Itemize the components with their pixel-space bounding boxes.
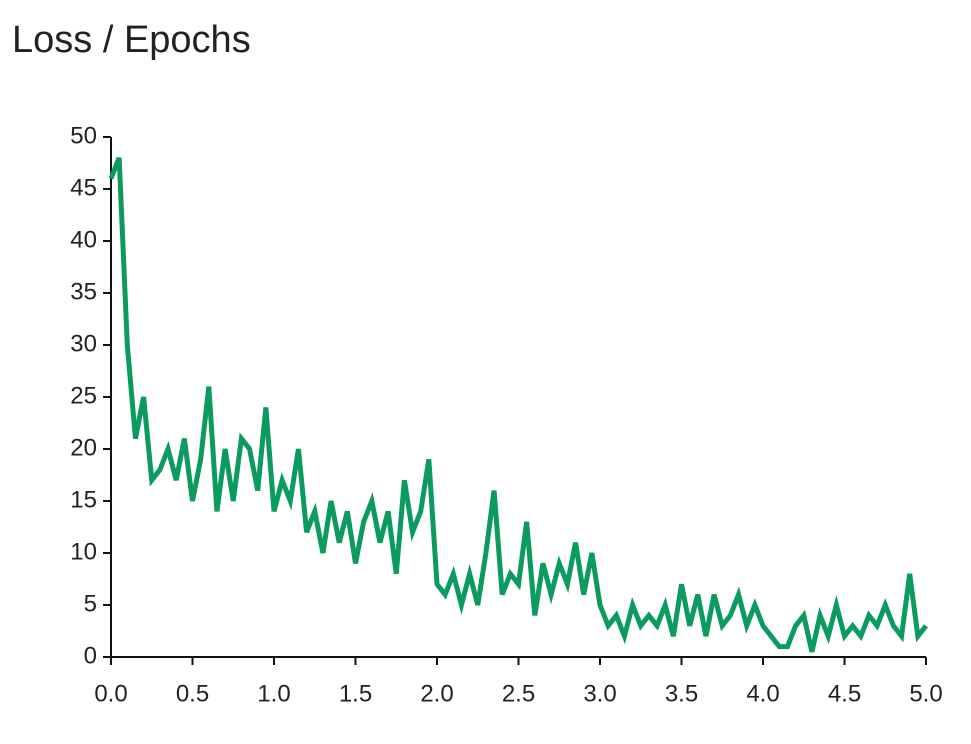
y-tick-label: 25 [70,382,97,409]
x-tick-label: 0.5 [176,680,209,707]
x-tick-label: 3.5 [665,680,698,707]
y-tick-label: 5 [84,590,97,617]
y-tick-label: 30 [70,330,97,357]
x-tick-label: 5.0 [909,680,942,707]
y-tick-label: 45 [70,174,97,201]
y-tick-label: 0 [84,642,97,669]
x-tick-label: 1.0 [257,680,290,707]
x-tick-label: 4.5 [828,680,861,707]
y-tick-label: 10 [70,538,97,565]
y-tick-label: 15 [70,486,97,513]
chart-title: Loss / Epochs [12,19,251,61]
y-tick-label: 40 [70,226,97,253]
x-tick-label: 2.5 [502,680,535,707]
y-tick-label: 50 [70,122,97,149]
x-tick-label: 0.0 [94,680,127,707]
y-tick-label: 20 [70,434,97,461]
x-tick-label: 3.0 [583,680,616,707]
loss-line [108,156,928,653]
x-tick-label: 2.0 [420,680,453,707]
x-tick-label: 4.0 [746,680,779,707]
x-tick-label: 1.5 [339,680,372,707]
y-tick-label: 35 [70,278,97,305]
